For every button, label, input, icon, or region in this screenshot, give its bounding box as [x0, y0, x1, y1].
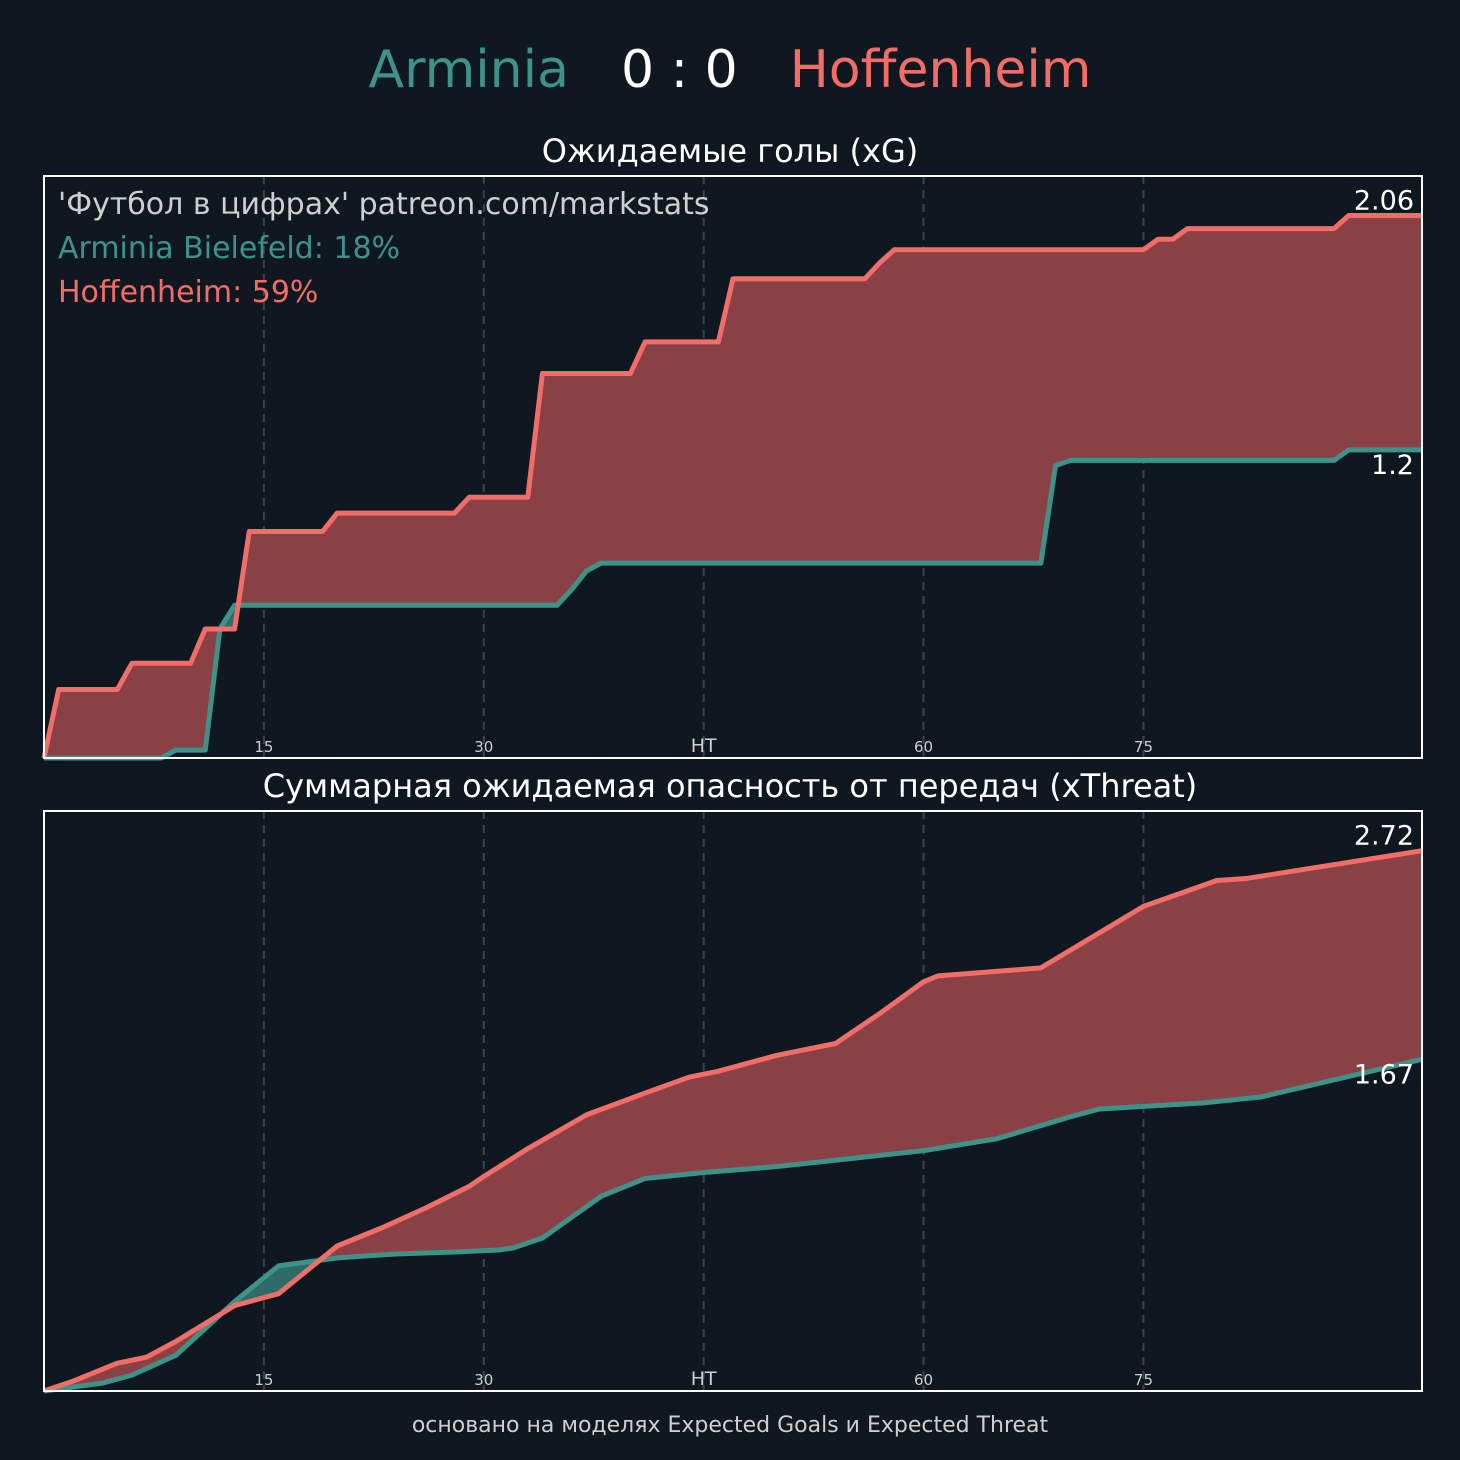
x-tick-label: 15: [254, 1371, 273, 1389]
fill-away-ahead: [44, 628, 220, 758]
legend-away: Hoffenheim: 59%: [58, 275, 318, 310]
away-end-label: 2.72: [1354, 821, 1414, 852]
away-team-name: Hoffenheim: [789, 40, 1092, 100]
home-team-name: Arminia: [368, 40, 569, 100]
x-tick-label: HT: [691, 735, 717, 757]
legend-home: Arminia Bielefeld: 18%: [58, 231, 400, 266]
xthreat-chart-title: Суммарная ожидаемая опасность от передач…: [262, 767, 1198, 805]
x-tick-label: 75: [1134, 738, 1153, 756]
x-tick-label: 30: [474, 738, 493, 756]
match-header: Arminia 0 : 0 Hoffenheim: [0, 30, 1460, 110]
fill-away-ahead: [240, 215, 1423, 606]
x-tick-label: HT: [691, 1368, 717, 1390]
match-score: 0 : 0: [620, 40, 738, 100]
home-end-label: 1.67: [1354, 1059, 1414, 1090]
footer-note: основано на моделях Expected Goals и Exp…: [411, 1413, 1049, 1438]
plot-frame: [43, 810, 1423, 1392]
watermark-text: 'Футбол в цифрах' patreon.com/markstats: [58, 187, 710, 222]
away-end-label: 2.06: [1354, 186, 1414, 217]
plot-frame: [43, 175, 1423, 759]
home-series-line: [43, 1056, 1423, 1394]
xg-chart-title: Ожидаемые голы (xG): [541, 132, 919, 170]
x-tick-label: 75: [1134, 1371, 1153, 1389]
x-tick-label: 15: [254, 738, 273, 756]
away-series-line: [41, 213, 1422, 759]
x-tick-label: 60: [914, 738, 933, 756]
home-end-label: 1.2: [1371, 450, 1414, 481]
away-series-line: [43, 848, 1423, 1394]
fill-away-ahead: [319, 850, 1423, 1261]
x-tick-label: 60: [914, 1371, 933, 1389]
home-series-line: [44, 447, 1422, 761]
x-tick-label: 30: [474, 1371, 493, 1389]
